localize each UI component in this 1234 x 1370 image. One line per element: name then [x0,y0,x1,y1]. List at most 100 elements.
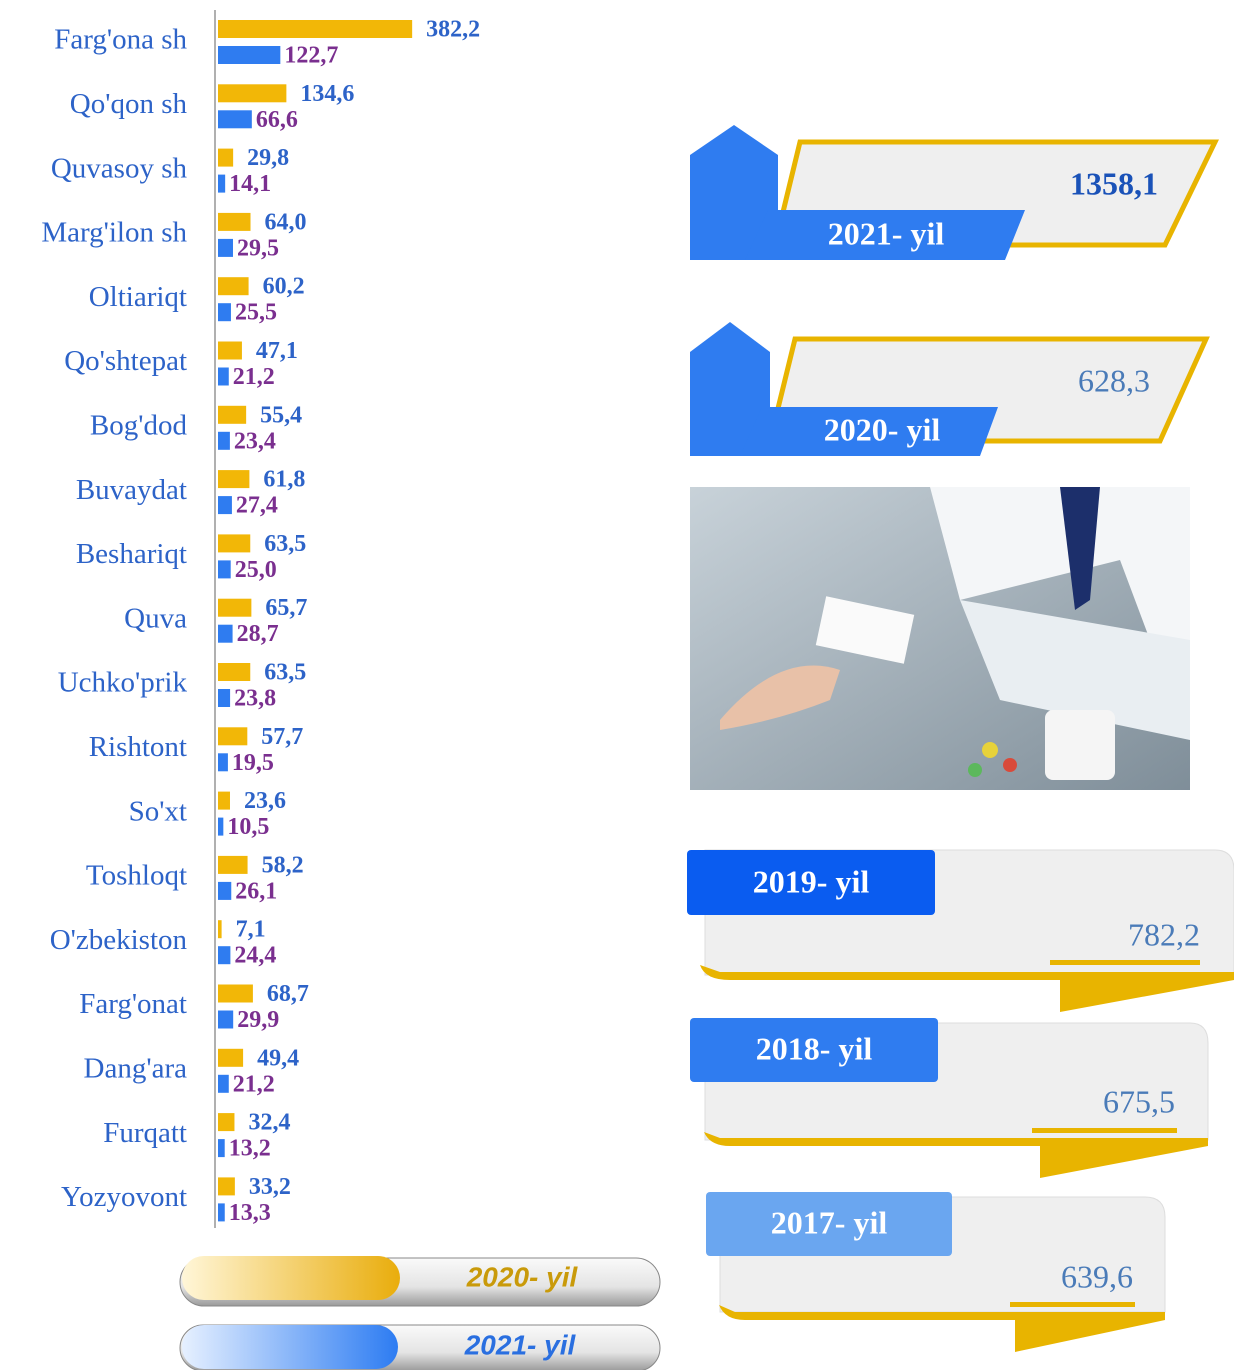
category-label: So'xt [129,795,187,827]
bar [218,238,233,257]
card-tab [690,322,770,456]
card-underline [704,1132,1208,1146]
bar [218,663,251,681]
value-label: 55,4 [260,402,302,428]
bar [218,84,287,103]
card-underline [700,965,1234,980]
value-label: 63,5 [264,531,306,557]
bar [218,1010,234,1029]
legend-label: 2020- yil [466,1261,579,1292]
total-card: 2019- yil 782,2 [687,849,1234,1012]
value-label: 33,2 [249,1174,291,1200]
bar [218,1139,225,1158]
value-label: 29,9 [237,1007,279,1033]
value-label: 13,2 [229,1136,271,1162]
value-label: 21,2 [233,364,275,390]
bar [218,920,222,939]
year-label: 2021- yil [828,215,945,251]
value-label: 122,7 [284,43,338,69]
category-label: Beshariqt [76,538,187,570]
category-label: Qo'qon sh [70,88,188,120]
bar [218,984,253,1003]
value-label: 28,7 [237,621,279,647]
legend-label: 2021- yil [464,1329,577,1360]
bar [218,277,249,296]
bar [218,560,231,579]
value-label: 134,6 [300,81,354,107]
value-label: 23,8 [234,686,276,712]
bar [218,431,230,450]
card-tab [690,125,778,260]
value-label: 14,1 [229,171,271,197]
value-underline [1050,960,1200,965]
bar [218,1203,225,1222]
bar [218,341,242,360]
value-label: 19,5 [232,750,274,776]
year-label: 2018- yil [756,1030,873,1066]
value-underline [1010,1302,1135,1307]
bar [218,1113,235,1132]
card-band [740,407,998,456]
card-fold [1060,980,1234,1012]
year-value: 675,5 [1103,1083,1175,1119]
category-label: Quva [124,602,187,634]
category-label: Qo'shtepat [64,345,187,377]
bar [218,946,231,965]
year-label: 2019- yil [753,863,870,899]
value-label: 21,2 [233,1071,275,1097]
bar [218,303,231,322]
bar [218,881,232,900]
value-label: 60,2 [263,274,305,300]
category-label: Rishtont [89,731,187,763]
value-underline [1032,1128,1177,1133]
value-label: 7,1 [236,917,266,943]
category-label: Bog'dod [90,409,188,441]
photo [690,487,1190,790]
bar [218,212,251,231]
bar [218,496,232,515]
year-value: 782,2 [1128,916,1200,952]
bar [218,470,250,489]
total-card: 2021- yil 1358,1 [690,125,1219,260]
bar [218,689,231,707]
year-value: 639,6 [1061,1258,1133,1294]
category-label: Furqatt [103,1117,187,1149]
photo-hand [720,665,840,730]
value-label: 382,2 [426,17,480,43]
bar [218,624,233,643]
bar [218,817,224,836]
card-fold [1015,1320,1165,1352]
bar [218,148,234,167]
value-label: 25,0 [235,557,277,583]
bar [218,367,229,386]
bar [218,791,230,810]
value-label: 65,7 [265,595,307,621]
bar [218,1048,244,1067]
bar [218,1074,229,1093]
category-label: Quvasoy sh [51,152,188,184]
bar [218,753,228,772]
value-label: 68,7 [267,981,309,1007]
photo-jar [1045,710,1115,780]
bar [218,110,252,129]
bar [218,20,413,38]
card-band [687,850,935,915]
value-label: 29,8 [247,145,289,171]
category-label: Marg'ilon sh [41,217,187,249]
value-label: 61,8 [263,467,305,493]
bar [218,405,247,424]
year-value: 628,3 [1078,362,1150,398]
photo-tie [1060,487,1100,610]
legend: 2020- yil 2021- yil [179,1256,661,1370]
value-label: 27,4 [236,493,278,519]
category-label: Buvaydat [76,474,187,506]
legend-swatch [182,1256,400,1300]
bar [218,855,248,874]
value-label: 47,1 [256,338,298,364]
bar [218,46,281,64]
value-label: 26,1 [235,878,277,904]
bar [218,534,251,553]
category-label: Dang'ara [84,1052,188,1084]
card-band [690,1018,938,1082]
